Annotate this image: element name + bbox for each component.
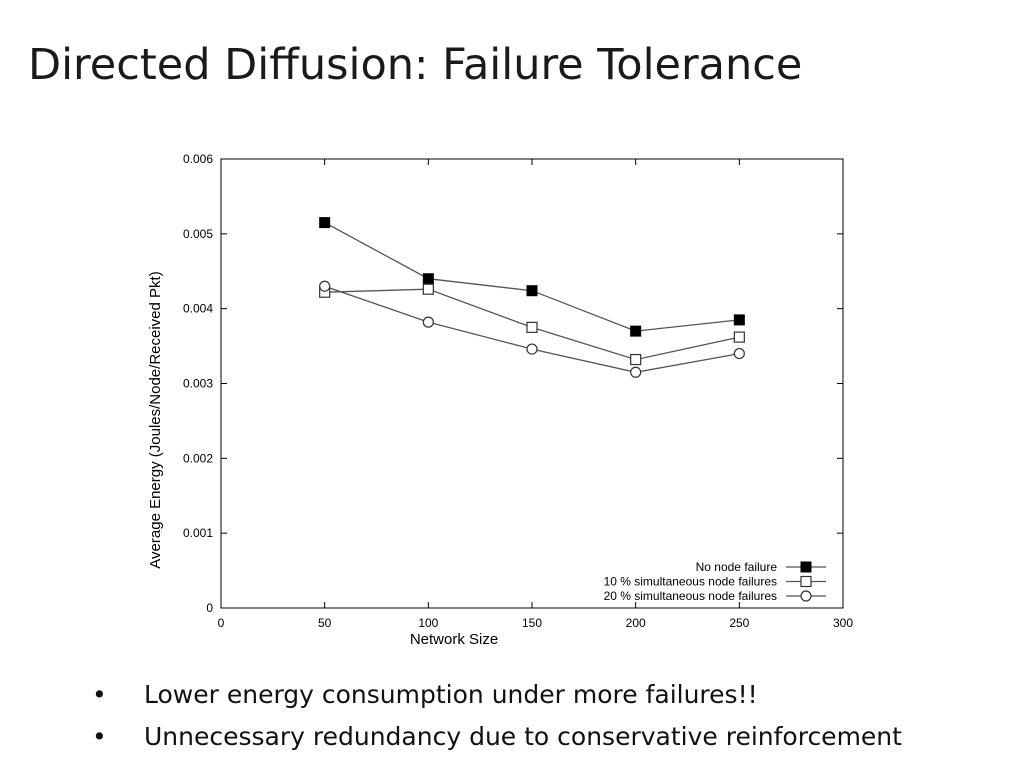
data-point-series-1 [422, 273, 434, 285]
data-point-series-2 [422, 283, 434, 295]
data-point-series-1 [526, 285, 538, 297]
y-tick-label: 0.002 [183, 451, 213, 465]
legend-marker [800, 561, 812, 573]
bullet-text: Lower energy consumption under more fail… [144, 680, 758, 709]
x-axis-label: Network Size [410, 631, 498, 648]
y-tick-label: 0.006 [183, 152, 213, 166]
bullet-dot: • [92, 722, 107, 751]
series-line-1 [324, 222, 740, 332]
data-point-series-2 [733, 331, 745, 343]
plot-frame [220, 158, 844, 609]
legend-label: 10 % simultaneous node failures [604, 575, 777, 589]
slide-title: Directed Diffusion: Failure Tolerance [28, 40, 803, 90]
data-point-series-2 [526, 321, 538, 333]
x-tick-label: 150 [522, 616, 542, 630]
x-tick-label: 300 [833, 616, 853, 630]
data-point-series-2 [630, 353, 642, 366]
y-axis-label: Average Energy (Joules/Node/Received Pkt… [147, 271, 164, 568]
y-tick-label: 0.005 [183, 227, 213, 241]
data-point-series-3 [319, 280, 331, 292]
data-point-series-3 [526, 343, 538, 355]
y-tick-label: 0.004 [183, 302, 213, 316]
data-point-series-1 [630, 325, 642, 337]
data-point-series-1 [733, 314, 745, 326]
bullet-text: Unnecessary redundancy due to conservati… [144, 722, 902, 751]
data-point-series-3 [733, 347, 745, 360]
data-point-series-1 [319, 217, 331, 229]
data-point-series-3 [630, 366, 642, 378]
bullet-dot: • [92, 680, 107, 709]
data-point-series-3 [422, 316, 434, 328]
legend-marker [800, 590, 812, 602]
axis-ticks: 0 50 100 150 200 250 300 0 0.001 0.002 0.003 0.004 0… [183, 152, 853, 630]
x-tick-label: 50 [318, 616, 332, 630]
y-tick-label: 0.003 [183, 377, 213, 391]
y-tick-label: 0 [206, 601, 213, 615]
legend-marker [800, 575, 812, 588]
x-tick-label: 0 [218, 616, 225, 630]
y-tick-label: 0.001 [183, 526, 213, 540]
legend-label: 20 % simultaneous node failures [604, 589, 777, 603]
x-tick-label: 250 [729, 616, 749, 630]
series-markers [319, 217, 745, 378]
x-tick-label: 100 [418, 616, 438, 630]
x-tick-label: 200 [626, 616, 646, 630]
legend-label: No node failure [696, 560, 778, 574]
